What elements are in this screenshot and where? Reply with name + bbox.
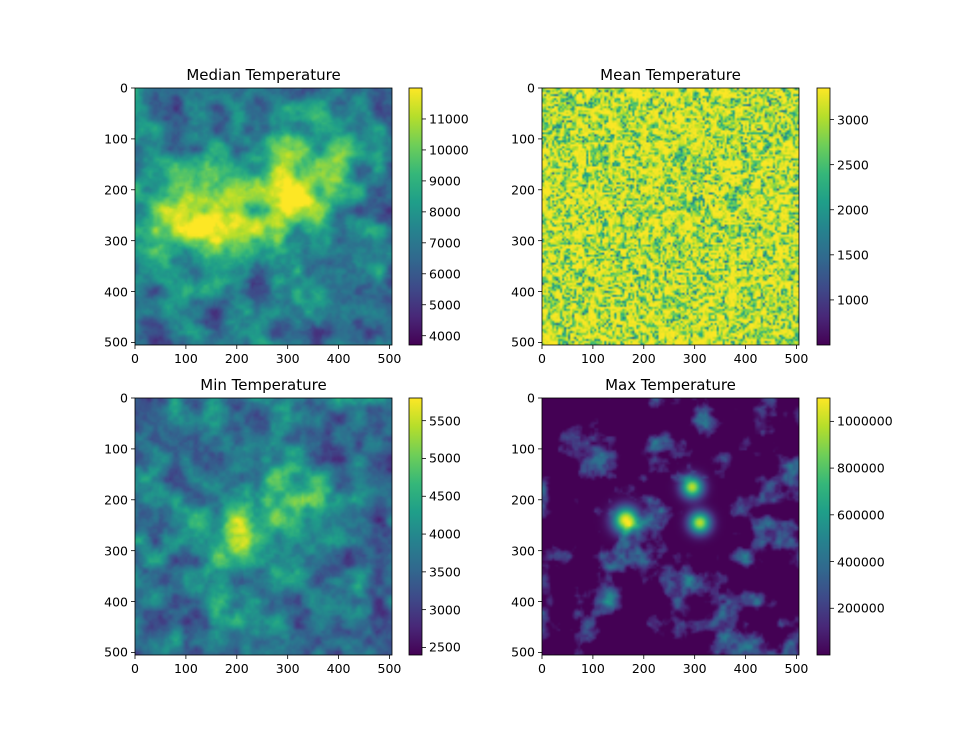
colorbar-tick-label: 5000	[429, 297, 461, 313]
y-tick-label: 300	[511, 233, 535, 249]
colorbar-tick-label: 3000	[837, 112, 869, 128]
y-tick-label: 400	[104, 284, 128, 300]
colorbar-tick-label: 11000	[429, 111, 469, 127]
x-tick-label: 500	[377, 661, 402, 676]
colorbar-tick-label: 2500	[837, 157, 869, 173]
colorbar-tick-label: 1000000	[837, 413, 893, 429]
colorbar-tick-label: 4500	[429, 488, 461, 504]
colorbar-tick-label: 3000	[429, 602, 461, 618]
x-tick-label: 0	[131, 661, 139, 676]
colorbar-tick-label: 800000	[837, 460, 885, 476]
x-tick-label: 200	[631, 351, 656, 366]
colorbar-tick-label: 400000	[837, 554, 885, 570]
panel-title-3: Min Temperature	[200, 376, 327, 394]
colorbar-tick-label: 2500	[429, 639, 461, 655]
x-tick-label: 400	[733, 351, 758, 366]
y-tick-label: 300	[104, 543, 128, 559]
heatmap-image-3	[135, 398, 392, 655]
colorbar-1	[408, 87, 423, 346]
x-tick-label: 400	[326, 351, 351, 366]
x-tick-label: 500	[784, 351, 809, 366]
panel-title-2: Mean Temperature	[600, 66, 741, 84]
axes-frame-2	[541, 87, 800, 346]
y-tick-label: 100	[511, 131, 535, 147]
x-tick-label: 100	[580, 351, 605, 366]
y-tick-label: 100	[511, 441, 535, 457]
colorbar-tick-label: 8000	[429, 204, 461, 220]
x-tick-label: 100	[580, 661, 605, 676]
y-tick-label: 0	[527, 80, 535, 96]
y-tick-label: 400	[104, 594, 128, 610]
y-tick-label: 500	[104, 334, 128, 350]
x-tick-label: 200	[224, 351, 249, 366]
x-tick-label: 0	[131, 351, 139, 366]
colorbar-tick-label: 3500	[429, 564, 461, 580]
y-tick-label: 500	[104, 644, 128, 660]
x-tick-label: 100	[173, 351, 198, 366]
x-tick-label: 0	[538, 661, 546, 676]
y-tick-label: 400	[511, 594, 535, 610]
y-tick-label: 0	[527, 390, 535, 406]
x-tick-label: 100	[173, 661, 198, 676]
heatmap-image-2	[542, 88, 799, 345]
colorbar-2	[816, 87, 831, 346]
x-tick-label: 400	[733, 661, 758, 676]
y-tick-label: 200	[511, 492, 535, 508]
y-tick-label: 0	[120, 80, 128, 96]
x-tick-label: 200	[224, 661, 249, 676]
y-tick-label: 300	[104, 233, 128, 249]
colorbar-tick-label: 1500	[837, 247, 869, 263]
colorbar-tick-label: 7000	[429, 235, 461, 251]
x-tick-label: 300	[682, 351, 707, 366]
y-tick-label: 200	[104, 182, 128, 198]
y-tick-label: 400	[511, 284, 535, 300]
colorbar-tick-label: 9000	[429, 173, 461, 189]
x-tick-label: 200	[631, 661, 656, 676]
colorbar-tick-label: 5500	[429, 413, 461, 429]
y-tick-label: 200	[511, 182, 535, 198]
axes-frame-3	[134, 397, 393, 656]
colorbar-tick-label: 6000	[429, 266, 461, 282]
y-tick-label: 100	[104, 441, 128, 457]
y-tick-label: 100	[104, 131, 128, 147]
colorbar-tick-label: 5000	[429, 450, 461, 466]
x-tick-label: 500	[784, 661, 809, 676]
x-tick-label: 300	[275, 661, 300, 676]
x-tick-label: 500	[377, 351, 402, 366]
colorbar-tick-label: 2000	[837, 202, 869, 218]
y-tick-label: 0	[120, 390, 128, 406]
y-tick-label: 500	[511, 644, 535, 660]
panel-title-1: Median Temperature	[186, 66, 341, 84]
x-tick-label: 300	[682, 661, 707, 676]
colorbar-tick-label: 1000	[837, 292, 869, 308]
y-tick-label: 500	[511, 334, 535, 350]
x-tick-label: 300	[275, 351, 300, 366]
colorbar-tick-label: 4000	[429, 328, 461, 344]
axes-frame-4	[541, 397, 800, 656]
colorbar-tick-label: 4000	[429, 526, 461, 542]
y-tick-label: 200	[104, 492, 128, 508]
colorbar-tick-label: 10000	[429, 142, 469, 158]
x-tick-label: 400	[326, 661, 351, 676]
panel-title-4: Max Temperature	[605, 376, 736, 394]
y-tick-label: 300	[511, 543, 535, 559]
colorbar-3	[408, 397, 423, 656]
colorbar-tick-label: 200000	[837, 600, 885, 616]
x-tick-label: 0	[538, 351, 546, 366]
colorbar-tick-label: 600000	[837, 507, 885, 523]
axes-frame-1	[134, 87, 393, 346]
colorbar-4	[816, 397, 831, 656]
heatmap-image-1	[135, 88, 392, 345]
heatmap-image-4	[542, 398, 799, 655]
